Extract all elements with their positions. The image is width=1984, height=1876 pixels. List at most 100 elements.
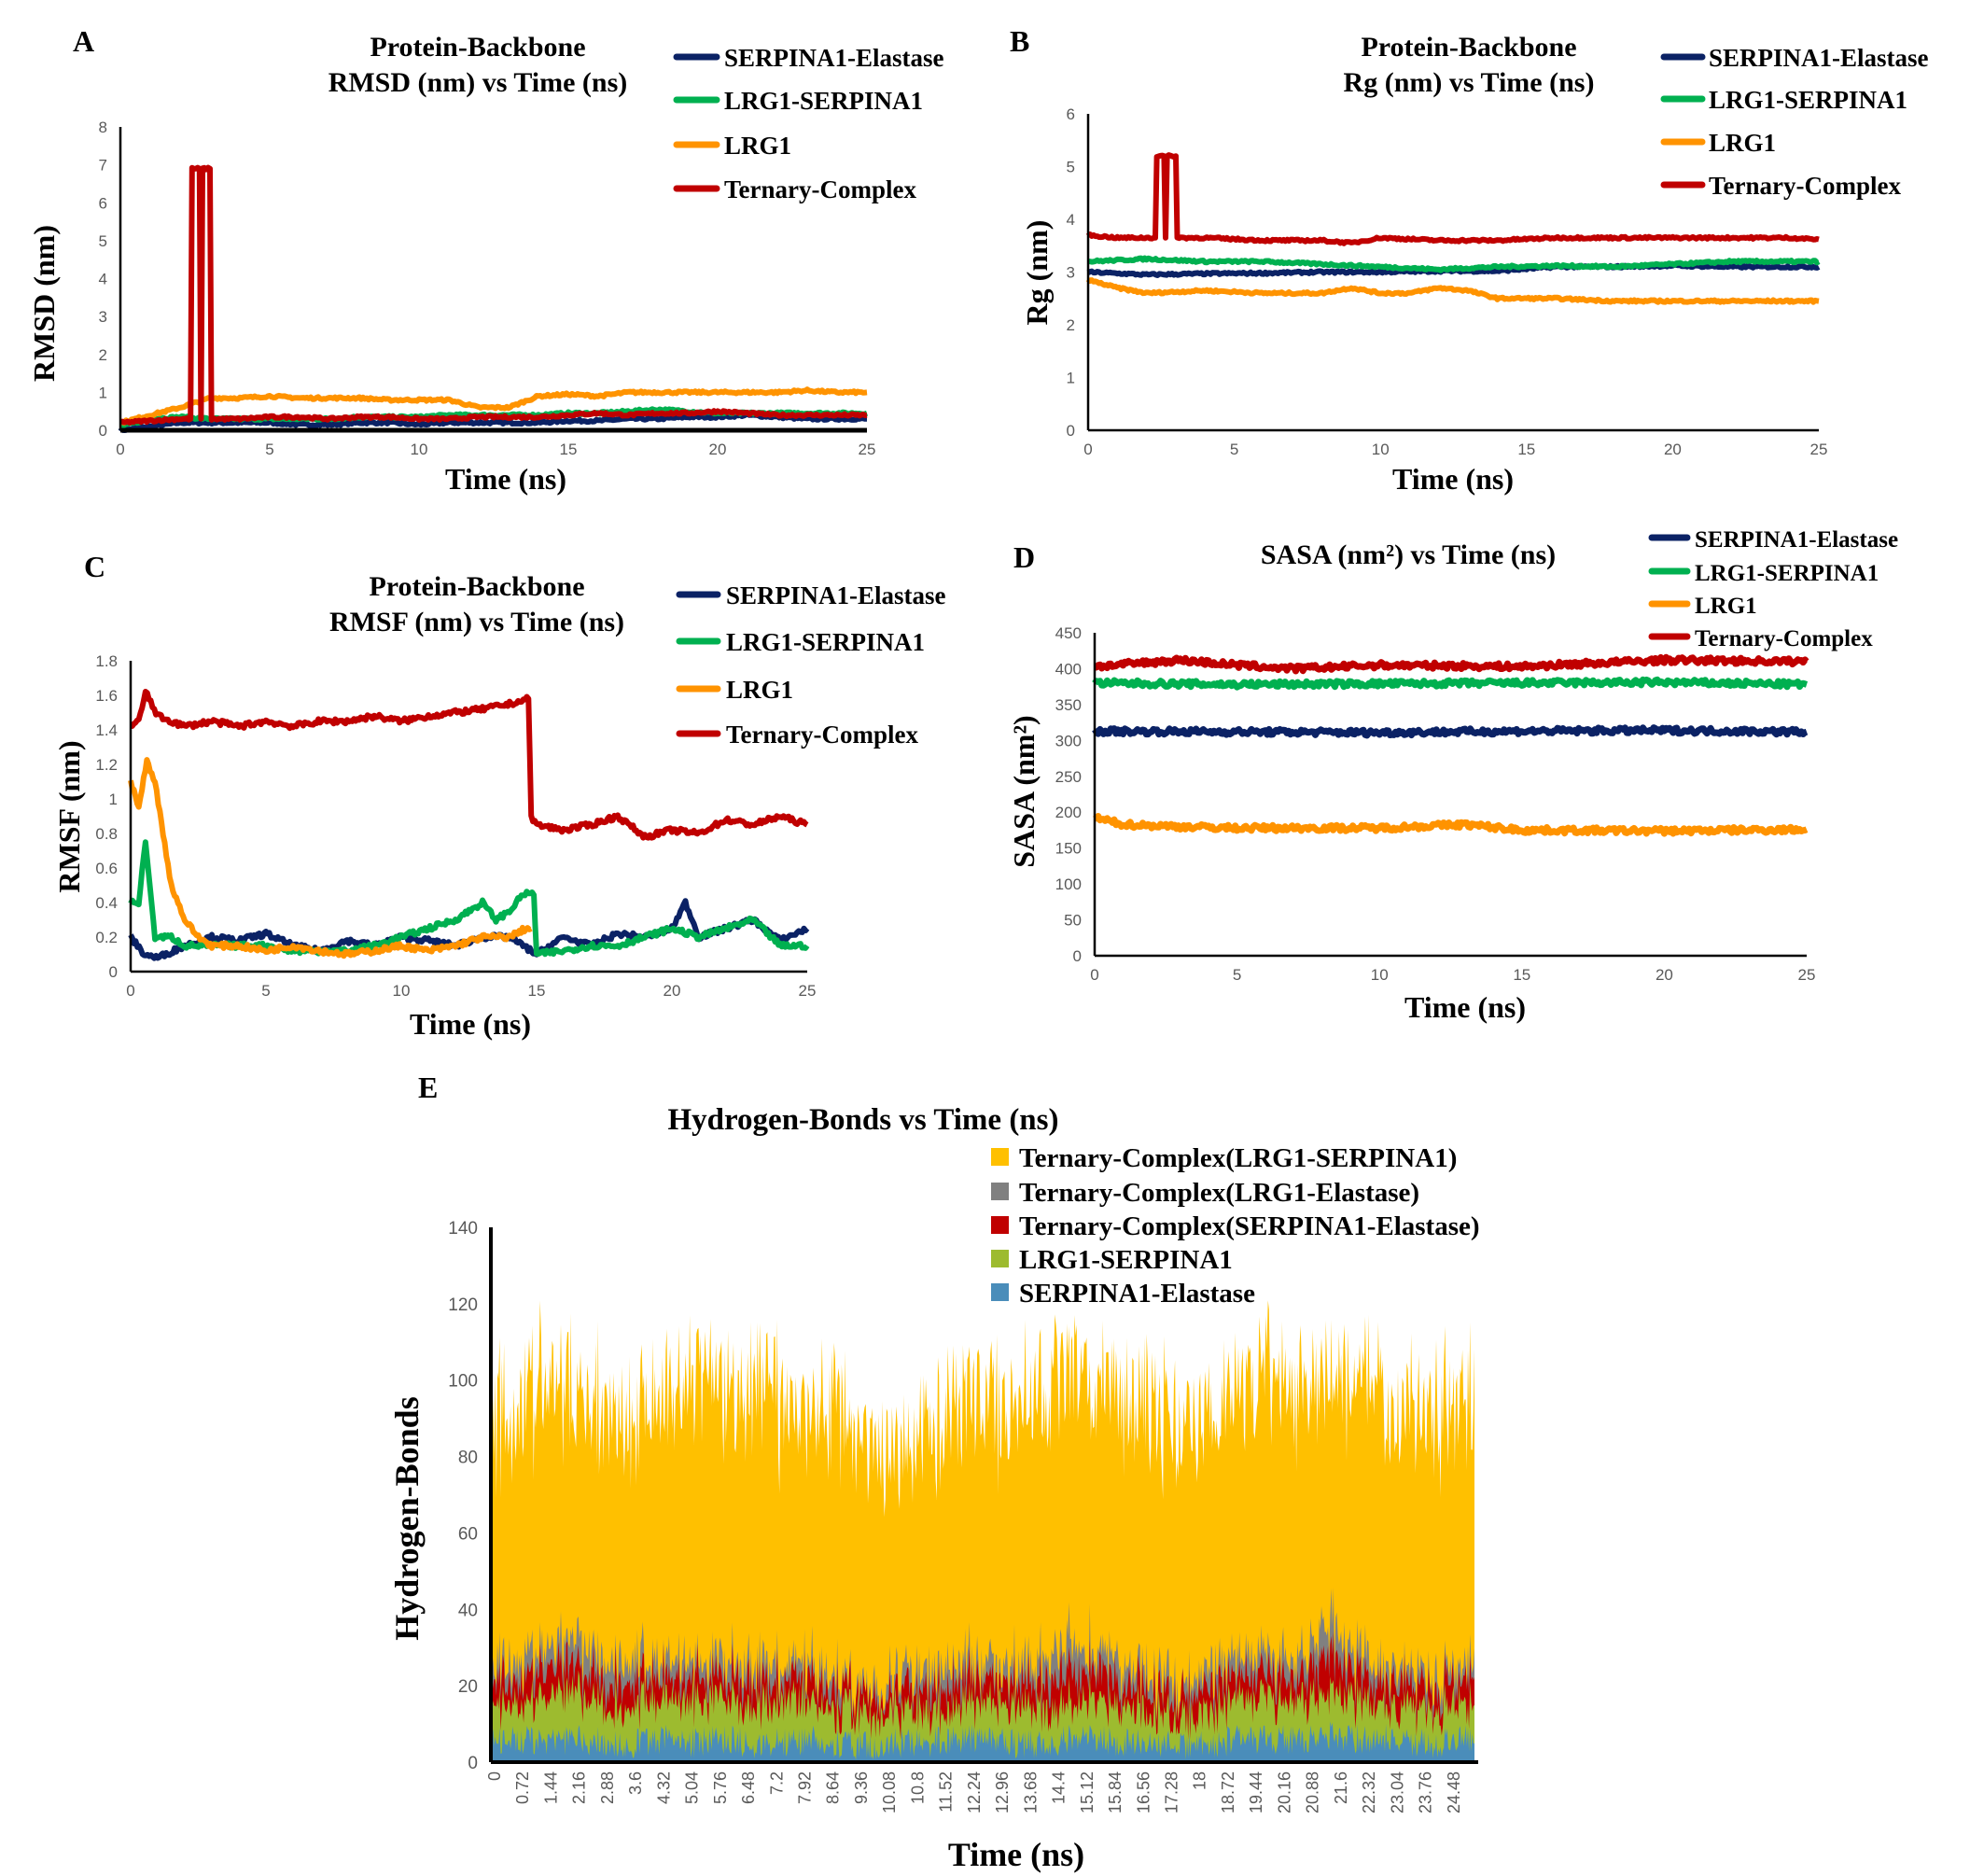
x-tick-label: 5 xyxy=(261,982,270,1000)
legend-swatch xyxy=(991,1183,1009,1200)
x-tick-label: 23.04 xyxy=(1388,1771,1406,1813)
x-tick-label: 5 xyxy=(265,441,273,458)
legend-label: LRG1-SERPINA1 xyxy=(726,628,925,656)
x-tick-label: 15 xyxy=(1513,966,1530,984)
x-tick-label: 20 xyxy=(1664,441,1682,458)
legend-label: Ternary-Complex(LRG1-Elastase) xyxy=(1019,1178,1419,1208)
legend-label: SERPINA1-Elastase xyxy=(724,44,944,72)
y-tick-label: 40 xyxy=(458,1601,478,1620)
x-tick-label: 8.64 xyxy=(824,1771,843,1804)
series-line-lrg1 xyxy=(1085,276,1820,305)
series-line-lrg1-serpina1 xyxy=(1092,676,1809,691)
x-tick-label: 9.36 xyxy=(852,1771,871,1804)
x-tick-label: 5 xyxy=(1233,966,1241,984)
legend-label: LRG1-SERPINA1 xyxy=(724,87,923,115)
x-tick-label: 10.08 xyxy=(880,1771,899,1813)
y-tick-label: 60 xyxy=(458,1524,478,1544)
y-tick-label: 7 xyxy=(99,157,107,175)
x-tick-label: 18 xyxy=(1191,1771,1209,1790)
legend-label: Ternary-Complex(SERPINA1-Elastase) xyxy=(1019,1211,1480,1241)
x-tick-label: 20 xyxy=(1656,966,1673,984)
y-tick-label: 50 xyxy=(1064,912,1082,930)
legend-label: LRG1 xyxy=(724,132,791,160)
y-tick-label: 1 xyxy=(99,384,107,401)
x-tick-label: 0 xyxy=(485,1771,504,1781)
x-tick-label: 14.4 xyxy=(1050,1771,1069,1804)
panel-b-rg-chart: B Protein-Backbone Rg (nm) vs Time (ns) … xyxy=(1010,24,1929,496)
y-tick-label: 2 xyxy=(99,346,107,364)
series-line-lrg1-serpina1 xyxy=(1087,255,1821,273)
panel-label: D xyxy=(1013,540,1035,574)
chart-title: SASA (nm²) vs Time (ns) xyxy=(1261,539,1556,570)
y-tick-label: 0.6 xyxy=(95,860,118,877)
x-tick-label: 23.76 xyxy=(1417,1771,1435,1813)
x-tick-label: 10 xyxy=(411,441,428,458)
x-tick-label: 1.44 xyxy=(541,1771,560,1804)
x-tick-label: 15.12 xyxy=(1078,1771,1097,1813)
chart-title: Hydrogen-Bonds vs Time (ns) xyxy=(667,1103,1058,1137)
y-tick-label: 0 xyxy=(1073,947,1082,965)
legend-label: Ternary-Complex(LRG1-SERPINA1) xyxy=(1019,1143,1457,1173)
chart-title-line2: RMSF (nm) vs Time (ns) xyxy=(329,607,624,637)
x-tick-label: 20 xyxy=(664,982,681,1000)
chart-title-line2: RMSD (nm) vs Time (ns) xyxy=(328,67,628,98)
y-tick-label: 1 xyxy=(1067,370,1075,387)
y-tick-label: 1.4 xyxy=(95,721,118,739)
x-axis-label: Time (ns) xyxy=(1392,462,1514,496)
x-axis-label: Time (ns) xyxy=(445,462,566,496)
y-tick-label: 100 xyxy=(1055,875,1082,893)
x-tick-label: 13.68 xyxy=(1021,1771,1040,1813)
y-axis-label: Hydrogen-Bonds xyxy=(388,1396,426,1640)
area-serpina1-elastase xyxy=(491,1721,1474,1762)
x-tick-label: 24.48 xyxy=(1445,1771,1463,1813)
legend-label: LRG1-SERPINA1 xyxy=(1709,86,1907,114)
chart-title-line2: Rg (nm) vs Time (ns) xyxy=(1344,67,1595,98)
series-line-ternary-complex xyxy=(129,689,809,841)
x-tick-label: 2.16 xyxy=(570,1771,589,1804)
y-tick-label: 0 xyxy=(468,1754,478,1773)
x-tick-label: 0.72 xyxy=(513,1771,532,1804)
y-tick-label: 1.2 xyxy=(95,756,118,774)
legend-label: Ternary-Complex xyxy=(1709,172,1901,200)
x-tick-label: 7.2 xyxy=(767,1771,786,1795)
y-tick-label: 0 xyxy=(1067,422,1075,440)
x-tick-label: 20.16 xyxy=(1275,1771,1293,1813)
y-tick-label: 1.8 xyxy=(95,652,118,670)
x-tick-label: 12.96 xyxy=(993,1771,1012,1813)
legend-label: LRG1-SERPINA1 xyxy=(1019,1245,1233,1275)
x-tick-label: 15.84 xyxy=(1106,1771,1125,1813)
panel-e-hbonds-chart: E Hydrogen-Bonds vs Time (ns) Time (ns) … xyxy=(388,1071,1480,1873)
panel-a-rmsd-chart: A Protein-Backbone RMSD (nm) vs Time (ns… xyxy=(27,24,944,496)
y-tick-label: 5 xyxy=(1067,159,1075,176)
legend-swatch xyxy=(991,1250,1009,1267)
y-tick-label: 8 xyxy=(99,119,107,136)
x-tick-label: 15 xyxy=(528,982,546,1000)
y-tick-label: 80 xyxy=(458,1449,478,1468)
x-tick-label: 11.52 xyxy=(937,1771,956,1813)
y-tick-label: 20 xyxy=(458,1677,478,1697)
x-tick-label: 20.88 xyxy=(1304,1771,1322,1813)
y-tick-label: 1.6 xyxy=(95,687,118,705)
x-tick-label: 19.44 xyxy=(1247,1771,1265,1813)
legend-label: SERPINA1-Elastase xyxy=(1019,1279,1255,1309)
series-line-ternary-complex xyxy=(119,164,868,426)
y-tick-label: 3 xyxy=(1067,264,1075,282)
y-tick-label: 0 xyxy=(99,422,107,440)
y-tick-label: 100 xyxy=(448,1372,478,1392)
x-tick-label: 17.28 xyxy=(1162,1771,1181,1813)
y-tick-label: 5 xyxy=(99,232,107,250)
y-tick-label: 120 xyxy=(448,1295,478,1315)
series-line-lrg1 xyxy=(128,757,533,959)
legend-swatch xyxy=(991,1148,1009,1166)
legend-swatch xyxy=(991,1216,1009,1234)
x-tick-label: 25 xyxy=(1810,441,1828,458)
y-tick-label: 300 xyxy=(1055,732,1082,749)
x-tick-label: 4.32 xyxy=(654,1771,673,1804)
chart-title-line1: Protein-Backbone xyxy=(369,571,584,602)
y-axis-label: RMSD (nm) xyxy=(27,225,61,382)
x-tick-label: 20 xyxy=(709,441,727,458)
y-axis-label: SASA (nm²) xyxy=(1007,715,1041,867)
panel-label: B xyxy=(1010,24,1029,58)
chart-title-line1: Protein-Backbone xyxy=(370,32,585,63)
